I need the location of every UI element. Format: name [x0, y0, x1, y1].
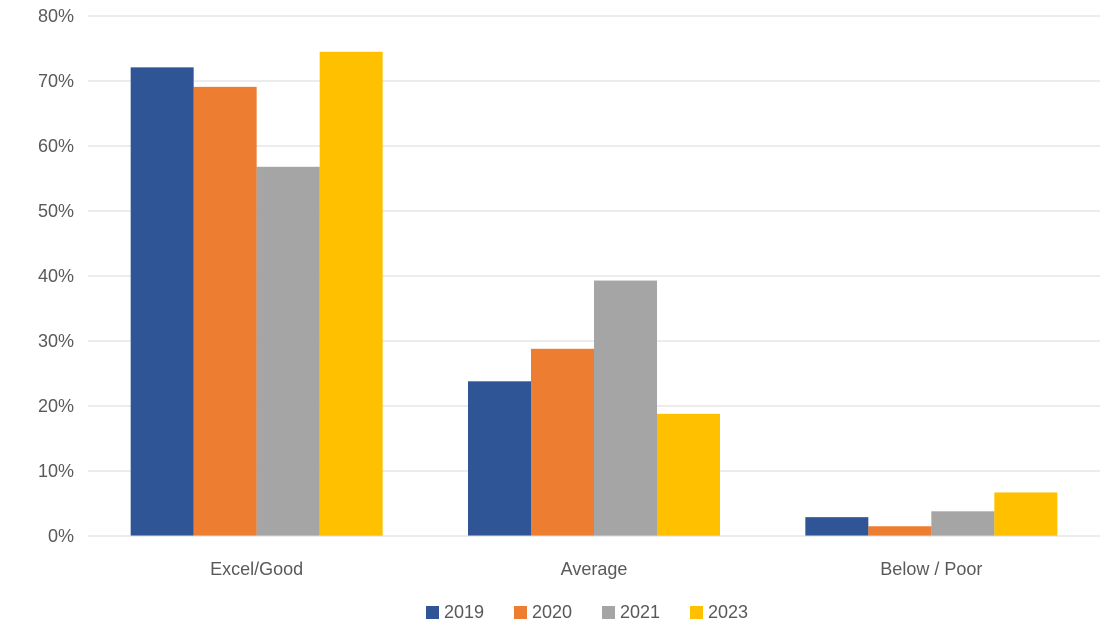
- y-tick-label: 10%: [38, 461, 74, 481]
- legend-swatch-2021: [602, 606, 615, 619]
- bar-2020: [868, 526, 932, 536]
- bar-2023: [994, 492, 1058, 536]
- bar-2021: [594, 280, 657, 536]
- legend-label: 2021: [620, 602, 660, 622]
- bar-2023: [319, 51, 383, 536]
- legend-swatch-2019: [426, 606, 439, 619]
- bar-2023: [657, 413, 720, 536]
- bar-2019: [130, 67, 194, 536]
- y-tick-label: 30%: [38, 331, 74, 351]
- x-axis-category-labels: Excel/Good Average Below / Poor: [210, 559, 982, 579]
- bar-2021: [256, 166, 320, 537]
- x-category-label: Average: [561, 559, 628, 579]
- legend-label: 2020: [532, 602, 572, 622]
- y-tick-label: 0%: [48, 526, 74, 546]
- y-tick-label: 50%: [38, 201, 74, 221]
- x-category-label: Below / Poor: [880, 559, 982, 579]
- bar-2020: [193, 86, 257, 536]
- x-category-label: Excel/Good: [210, 559, 303, 579]
- bars: [130, 51, 1058, 537]
- legend: 2019 2020 2021 2023: [426, 602, 748, 622]
- legend-label: 2023: [708, 602, 748, 622]
- legend-swatch-2023: [690, 606, 703, 619]
- bar-2020: [531, 348, 594, 536]
- y-tick-label: 60%: [38, 136, 74, 156]
- y-tick-label: 80%: [38, 6, 74, 26]
- y-axis-tick-labels: 0% 10% 20% 30% 40% 50% 60% 70% 80%: [38, 6, 74, 546]
- y-tick-label: 40%: [38, 266, 74, 286]
- bar-2019: [468, 381, 531, 536]
- legend-swatch-2020: [514, 606, 527, 619]
- legend-label: 2019: [444, 602, 484, 622]
- y-tick-label: 70%: [38, 71, 74, 91]
- bar-2019: [805, 517, 869, 536]
- y-tick-label: 20%: [38, 396, 74, 416]
- bar-2021: [931, 511, 995, 536]
